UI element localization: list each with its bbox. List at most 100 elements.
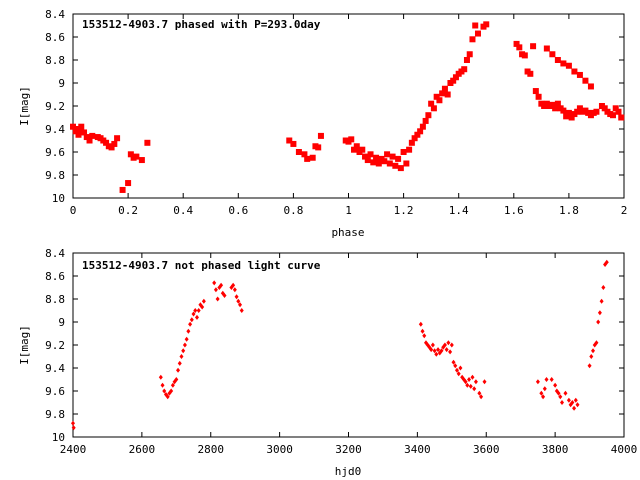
data-point [452, 74, 459, 81]
data-point [461, 66, 468, 73]
data-point [470, 374, 475, 380]
data-point [119, 186, 126, 193]
x-tick-label: 3400 [404, 443, 431, 456]
data-point [222, 293, 227, 299]
data-point [179, 354, 184, 359]
data-point [78, 123, 85, 130]
data-point [436, 97, 443, 104]
data-point [474, 30, 481, 37]
data-point [573, 397, 578, 403]
data-point [441, 85, 448, 92]
data-point [389, 153, 396, 160]
y-tick-label: 8.4 [45, 8, 65, 21]
data-point [593, 108, 600, 115]
x-tick-label: 1.8 [559, 204, 579, 217]
data-point [133, 153, 140, 160]
data-point [454, 367, 459, 373]
data-point [317, 132, 324, 139]
data-point [483, 21, 490, 28]
data-point [71, 425, 76, 431]
data-point [560, 60, 567, 67]
data-point [420, 328, 425, 334]
data-point [138, 157, 145, 164]
x-tick-label: 1.2 [394, 204, 414, 217]
data-point [542, 386, 547, 392]
data-point [86, 137, 93, 144]
data-point [535, 379, 540, 385]
data-point [566, 397, 571, 403]
x-tick-label: 4000 [611, 443, 638, 456]
data-points [71, 259, 609, 431]
data-point [184, 336, 189, 342]
data-point [430, 105, 437, 112]
data-point [591, 348, 596, 354]
data-point [125, 180, 132, 187]
y-ticks: 8.4 8.6 8.8 9 9.2 9.4 9.6 9.8 10 [45, 8, 624, 205]
data-point [549, 377, 554, 382]
data-point [75, 131, 82, 138]
data-point [516, 44, 523, 51]
data-point [411, 135, 418, 142]
data-point [589, 354, 594, 359]
data-point [103, 139, 110, 146]
data-point [541, 394, 546, 400]
data-point [70, 123, 76, 130]
data-point [176, 367, 181, 373]
y-axis-label: I[mag] [18, 325, 31, 365]
y-tick-label: 9.2 [45, 339, 65, 352]
data-point [469, 36, 476, 43]
data-point [169, 388, 174, 394]
data-point [572, 405, 577, 411]
data-point [543, 45, 550, 52]
data-point [467, 377, 472, 382]
data-point [422, 333, 427, 339]
data-point [348, 136, 355, 143]
data-point [535, 93, 542, 100]
data-point [604, 259, 609, 265]
x-tick-label: 3600 [473, 443, 500, 456]
y-tick-label: 9.2 [45, 100, 65, 113]
y-tick-label: 10 [52, 192, 65, 205]
data-point [362, 153, 369, 160]
plot-frame [72, 252, 625, 438]
data-point [615, 108, 622, 115]
data-point [301, 151, 308, 158]
x-axis-label: phase [331, 226, 364, 239]
data-point [599, 298, 604, 304]
data-point [165, 394, 170, 400]
data-point [565, 62, 572, 69]
data-point [532, 88, 539, 95]
x-ticks: 0 0.2 0.4 0.6 0.8 1 1.2 1.4 1.6 1.8 2 [70, 14, 627, 217]
y-tick-label: 9.8 [45, 408, 65, 421]
data-point [442, 342, 447, 348]
data-point [397, 165, 404, 172]
data-point [479, 394, 484, 400]
data-point [295, 149, 302, 155]
x-ticks: 2400 2600 2800 3000 3200 3400 3600 3800 4000 [60, 253, 638, 456]
data-point [448, 349, 453, 355]
data-point [395, 155, 402, 162]
data-point [417, 128, 424, 135]
data-point [558, 394, 563, 400]
data-point [451, 359, 456, 365]
data-point [549, 51, 556, 58]
data-point [596, 319, 601, 325]
data-point [213, 287, 218, 293]
data-point [181, 348, 186, 354]
data-point [111, 140, 118, 147]
data-point [576, 105, 583, 112]
y-tick-label: 8.4 [45, 247, 65, 260]
data-point [425, 112, 432, 119]
y-tick-label: 8.8 [45, 54, 65, 67]
data-point [219, 282, 224, 288]
y-tick-label: 8.6 [45, 270, 65, 283]
data-point [186, 328, 191, 334]
data-point [482, 379, 487, 385]
y-tick-label: 8.8 [45, 293, 65, 306]
data-point [177, 360, 182, 366]
data-point [212, 280, 217, 286]
data-point [428, 100, 435, 107]
data-point [286, 137, 293, 144]
data-point [193, 308, 198, 313]
